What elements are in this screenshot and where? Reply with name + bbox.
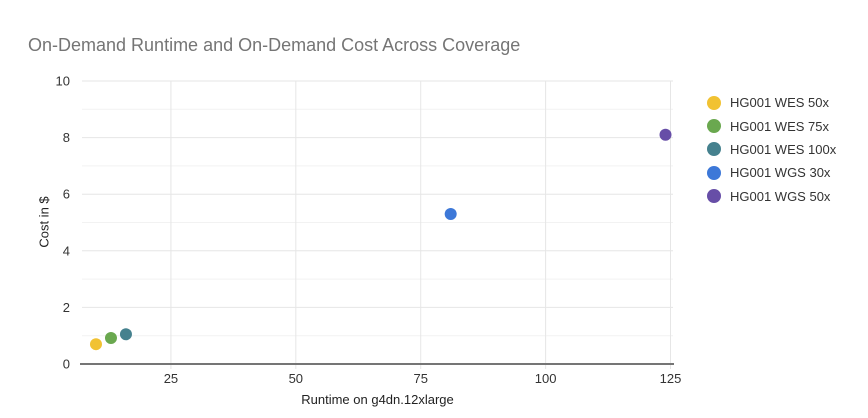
legend-swatch-icon [707, 95, 721, 110]
y-tick-label: 4 [63, 243, 70, 258]
data-point-hg001-wgs-30x[interactable] [444, 208, 457, 221]
y-tick-label: 2 [63, 300, 70, 315]
legend-label: HG001 WGS 30x [730, 165, 831, 181]
legend-swatch-icon [707, 189, 721, 204]
x-tick-label: 100 [535, 371, 557, 386]
data-point-hg001-wgs-50x[interactable] [659, 128, 672, 141]
legend-item-hg001-wgs-30x[interactable]: HG001 WGS 30x [707, 161, 836, 184]
legend: HG001 WES 50x HG001 WES 75x HG001 WES 100x… [707, 91, 836, 208]
chart-title: On-Demand Runtime and On-Demand Cost Acr… [28, 35, 521, 55]
y-tick-label: 6 [63, 187, 70, 202]
legend-item-hg001-wes-100x[interactable]: HG001 WES 100x [707, 138, 836, 161]
legend-label: HG001 WES 75x [730, 118, 829, 134]
data-point-hg001-wes-50x[interactable] [89, 338, 102, 351]
x-tick-label: 50 [289, 371, 303, 386]
legend-item-hg001-wgs-50x[interactable]: HG001 WGS 50x [707, 185, 836, 208]
y-tick-label: 10 [56, 74, 70, 89]
y-tick-label: 8 [63, 130, 70, 145]
legend-swatch-icon [707, 165, 721, 180]
legend-item-hg001-wes-50x[interactable]: HG001 WES 50x [707, 91, 836, 114]
data-point-hg001-wes-75x[interactable] [104, 331, 117, 344]
legend-label: HG001 WES 50x [730, 95, 829, 111]
legend-item-hg001-wes-75x[interactable]: HG001 WES 75x [707, 114, 836, 137]
legend-swatch-icon [707, 142, 721, 157]
x-tick-label: 25 [164, 371, 178, 386]
data-point-hg001-wes-100x[interactable] [119, 328, 132, 341]
y-axis-title: Cost in $ [36, 196, 52, 248]
legend-swatch-icon [707, 119, 721, 134]
y-tick-label: 0 [63, 357, 70, 372]
x-tick-label: 75 [413, 371, 427, 386]
legend-label: HG001 WGS 50x [730, 188, 831, 204]
x-tick-label: 125 [660, 371, 682, 386]
x-axis-title: Runtime on g4dn.12xlarge [301, 392, 454, 407]
legend-label: HG001 WES 100x [730, 141, 837, 157]
